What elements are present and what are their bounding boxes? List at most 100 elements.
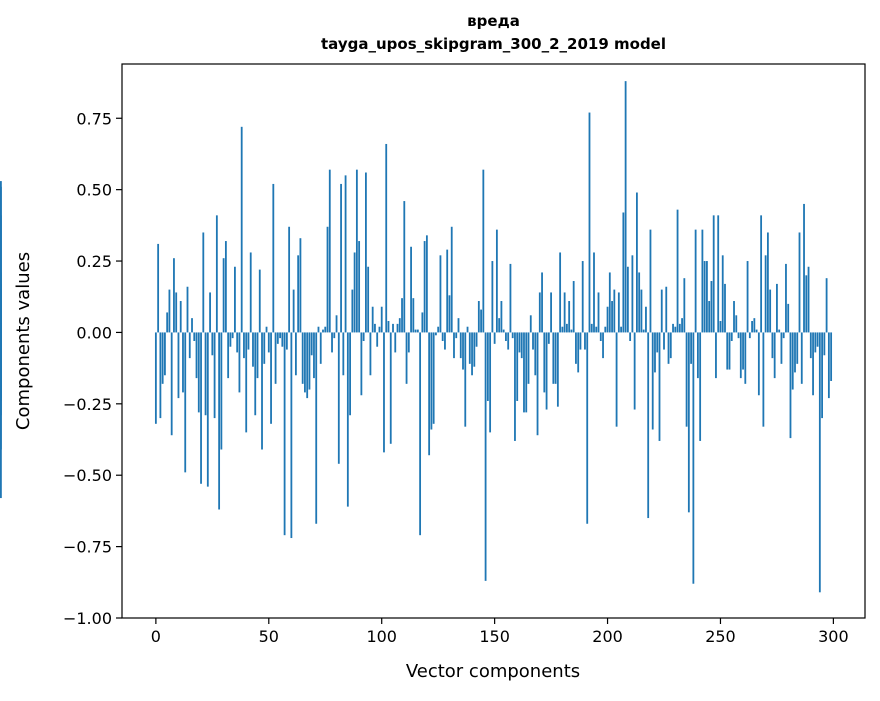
bar bbox=[484, 332, 487, 581]
bar bbox=[405, 332, 408, 384]
bar bbox=[457, 318, 460, 333]
bar bbox=[608, 272, 611, 333]
bar bbox=[313, 332, 315, 379]
bar bbox=[335, 315, 338, 333]
bar bbox=[615, 332, 618, 427]
bar bbox=[538, 292, 541, 333]
bar bbox=[620, 326, 622, 333]
bar bbox=[168, 289, 171, 333]
bar bbox=[726, 332, 729, 370]
bar bbox=[498, 318, 501, 333]
bar bbox=[719, 321, 722, 333]
bar bbox=[654, 332, 656, 373]
bar bbox=[830, 332, 833, 381]
bar bbox=[710, 281, 713, 333]
bar bbox=[690, 332, 693, 364]
bar bbox=[816, 332, 819, 347]
bar bbox=[595, 326, 598, 333]
bar bbox=[737, 332, 740, 339]
bar bbox=[636, 192, 638, 333]
bar bbox=[617, 292, 620, 333]
bar bbox=[392, 323, 394, 333]
bar bbox=[785, 263, 787, 333]
bar bbox=[159, 332, 162, 419]
bar bbox=[423, 241, 426, 333]
bar bbox=[701, 229, 704, 333]
bar bbox=[254, 332, 257, 416]
bar bbox=[389, 332, 392, 444]
bar bbox=[166, 312, 169, 333]
bar bbox=[527, 332, 530, 384]
bar bbox=[480, 309, 482, 333]
bar bbox=[561, 326, 564, 333]
bar bbox=[581, 261, 584, 333]
bar bbox=[525, 332, 528, 413]
bar bbox=[715, 332, 717, 379]
bar bbox=[554, 332, 557, 384]
bar bbox=[536, 332, 539, 436]
bar bbox=[220, 332, 223, 450]
bar bbox=[717, 215, 720, 333]
bar bbox=[509, 263, 512, 333]
bar bbox=[563, 292, 566, 333]
bar bbox=[663, 332, 665, 350]
bar bbox=[647, 332, 650, 519]
bar bbox=[195, 332, 198, 379]
bar bbox=[407, 332, 410, 353]
bar bbox=[823, 332, 826, 356]
bar bbox=[676, 209, 679, 333]
bar bbox=[575, 332, 577, 364]
bar bbox=[283, 332, 286, 536]
bar bbox=[645, 306, 647, 333]
bar bbox=[475, 332, 478, 347]
bar bbox=[556, 332, 559, 407]
bar bbox=[367, 266, 370, 333]
bar bbox=[267, 332, 270, 353]
bar bbox=[658, 332, 661, 441]
bar bbox=[425, 235, 428, 333]
bar bbox=[340, 183, 342, 333]
bar bbox=[249, 252, 252, 333]
x-tick-label: 250 bbox=[705, 627, 736, 646]
bar bbox=[326, 226, 329, 333]
bar bbox=[493, 332, 496, 344]
bar bbox=[776, 283, 778, 333]
bar bbox=[703, 261, 706, 333]
bar bbox=[611, 301, 613, 333]
bar bbox=[789, 332, 792, 439]
bar bbox=[742, 332, 744, 370]
bar bbox=[529, 315, 532, 333]
bar bbox=[471, 332, 473, 376]
bar bbox=[642, 329, 645, 333]
bar bbox=[344, 175, 347, 333]
bar bbox=[771, 332, 774, 359]
bar bbox=[541, 272, 543, 333]
bar bbox=[383, 332, 385, 453]
bar bbox=[791, 332, 794, 390]
bar bbox=[430, 332, 433, 430]
bar bbox=[746, 261, 749, 333]
bar bbox=[328, 169, 331, 333]
bar bbox=[444, 332, 446, 350]
bar bbox=[640, 289, 643, 333]
bar bbox=[448, 295, 451, 333]
bar bbox=[760, 215, 763, 333]
bar bbox=[778, 329, 781, 333]
bar bbox=[507, 332, 510, 350]
bar bbox=[261, 332, 263, 450]
bar bbox=[613, 289, 616, 333]
bar bbox=[520, 332, 523, 359]
bar bbox=[805, 275, 808, 333]
bar bbox=[240, 126, 243, 333]
bar bbox=[545, 332, 548, 410]
bar bbox=[753, 318, 756, 333]
y-tick-label: −0.25 bbox=[63, 395, 112, 414]
bar bbox=[272, 183, 275, 333]
bar bbox=[699, 332, 702, 441]
bar bbox=[432, 332, 435, 424]
bar bbox=[245, 332, 248, 433]
bar bbox=[803, 203, 805, 333]
bar bbox=[751, 321, 753, 333]
bar bbox=[568, 301, 571, 333]
bar bbox=[349, 332, 351, 416]
